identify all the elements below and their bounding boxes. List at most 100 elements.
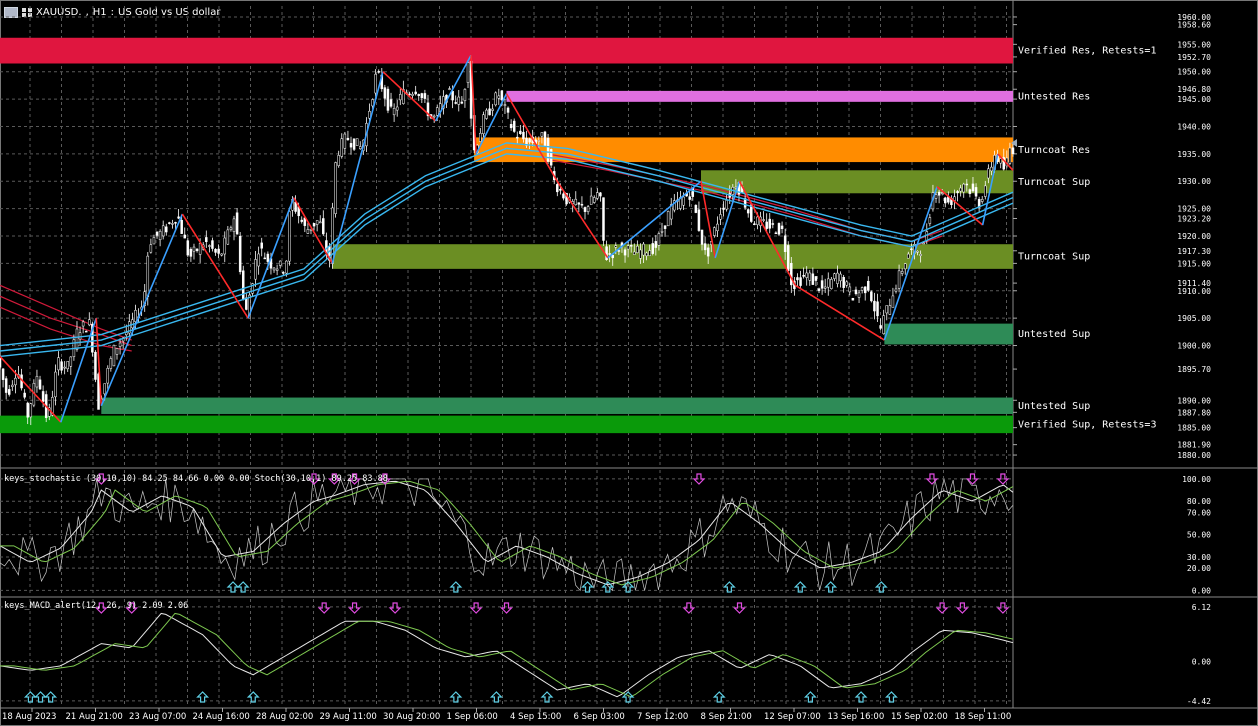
- zone-label: Untested Sup: [1018, 329, 1090, 340]
- zigzag-segment: [181, 213, 249, 319]
- candle-body: [226, 229, 230, 245]
- zone-untested-res: [506, 90, 1013, 102]
- zone-label: Turncoat Res: [1018, 145, 1090, 156]
- candle-body: [81, 321, 85, 327]
- candle-body: [746, 209, 750, 214]
- zone-label: Untested Res: [1018, 91, 1090, 102]
- candle-body: [29, 403, 33, 418]
- candle-body: [41, 391, 45, 402]
- candle-body: [882, 315, 885, 334]
- price-tick-label: 1900.00: [1177, 342, 1211, 351]
- candle-body: [494, 92, 497, 106]
- candle-body: [217, 248, 220, 254]
- zigzag-segment: [247, 197, 295, 319]
- candle-body: [925, 231, 929, 241]
- candle-body: [805, 272, 808, 278]
- candle-body: [814, 276, 818, 281]
- candle-body: [512, 120, 516, 132]
- candle-body: [780, 225, 784, 229]
- candle-body: [38, 379, 42, 390]
- price-tick-label: 1958.60: [1177, 21, 1211, 30]
- price-tick-label: 1881.90: [1177, 441, 1211, 450]
- candle-body: [802, 275, 805, 277]
- price-tick-label: 1895.70: [1177, 365, 1211, 374]
- candle-body: [374, 73, 377, 94]
- candle-body: [706, 247, 710, 257]
- candle-body: [402, 89, 405, 104]
- time-tick-label: 1 Sep 06:00: [447, 712, 498, 722]
- candle-body: [220, 253, 223, 256]
- candle-body: [968, 189, 972, 194]
- candle-body: [820, 280, 824, 289]
- candle-body: [322, 218, 325, 235]
- candle-body: [251, 283, 254, 294]
- candle-body: [432, 115, 436, 118]
- candle-body: [457, 96, 461, 105]
- down-arrow-icon: [469, 602, 483, 614]
- up-arrow-icon: [449, 691, 463, 703]
- candle-body: [937, 191, 941, 196]
- up-arrow-icon: [196, 691, 210, 703]
- down-arrow-icon: [966, 473, 979, 485]
- candle-body: [974, 187, 978, 197]
- candle-body: [266, 253, 270, 262]
- candle-body: [839, 273, 842, 282]
- macd-tick-label: 6.12: [1192, 603, 1211, 612]
- candle-body: [186, 240, 190, 256]
- candle-body: [663, 225, 667, 229]
- candle-body: [771, 223, 775, 225]
- candle-body: [669, 204, 673, 220]
- candle-body: [442, 96, 445, 109]
- macd-title: keys_MACD_alert(12, 26, 9) 2.09 2.06: [4, 601, 189, 611]
- current-price-marker: [1011, 139, 1017, 147]
- candle-body: [57, 357, 60, 371]
- candle-body: [657, 233, 661, 246]
- candle-body: [645, 252, 648, 257]
- candle-body: [629, 245, 633, 247]
- candle-body: [586, 206, 590, 212]
- zigzag-segment: [556, 180, 609, 259]
- candle-body: [288, 211, 291, 262]
- ma-fast-line: [0, 147, 1014, 352]
- candle-body: [833, 273, 836, 279]
- candle-body: [245, 297, 248, 310]
- price-tick-label: 1915.00: [1177, 259, 1211, 268]
- candle-body: [257, 253, 260, 267]
- candle-body: [423, 93, 427, 99]
- candle-body: [177, 216, 180, 219]
- time-tick-label: 28 Aug 02:00: [256, 712, 313, 722]
- candle-body: [54, 371, 57, 398]
- stoch-tick-label: 50.00: [1187, 531, 1211, 540]
- description-label: US Gold vs US dollar: [118, 6, 221, 18]
- price-tick-label: 1890.00: [1177, 396, 1211, 405]
- candle-body: [192, 246, 196, 252]
- candle-body: [392, 108, 396, 116]
- candle-body: [84, 330, 88, 333]
- candle-body: [349, 143, 353, 148]
- candle-body: [411, 93, 414, 96]
- candle-body: [88, 319, 91, 326]
- candle-body: [395, 106, 399, 111]
- candle-body: [962, 183, 965, 193]
- candle-body: [312, 223, 316, 227]
- candle-body: [894, 288, 898, 292]
- candle-body: [999, 158, 1002, 164]
- candle-body: [851, 298, 855, 301]
- candle-body: [78, 332, 82, 340]
- candle-body: [275, 268, 279, 271]
- candle-body: [103, 383, 106, 395]
- candle-body: [525, 137, 528, 146]
- zigzag-segment: [794, 284, 885, 341]
- candle-body: [842, 276, 845, 288]
- candle-body: [768, 218, 772, 229]
- candle-body: [854, 289, 858, 295]
- candle-body: [331, 207, 334, 264]
- symbol-label: XAUUSD.: [36, 6, 82, 18]
- candle-body: [134, 310, 137, 322]
- candle-body: [509, 124, 513, 129]
- candle-body: [7, 389, 11, 395]
- candle-body: [897, 270, 901, 289]
- candle-body: [648, 250, 651, 256]
- candle-body: [91, 323, 94, 353]
